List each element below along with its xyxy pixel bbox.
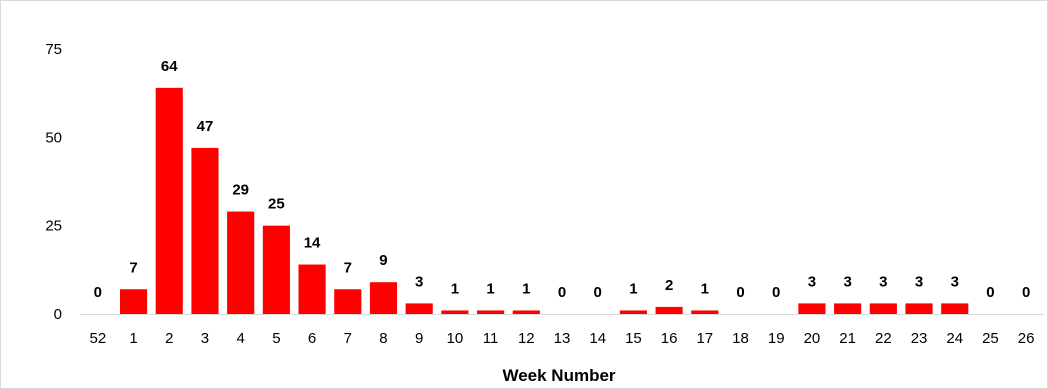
y-tick-label: 0 — [54, 306, 62, 323]
x-tick-label: 3 — [201, 330, 209, 347]
bar — [512, 310, 540, 314]
bar — [477, 310, 505, 314]
data-label: 25 — [268, 196, 285, 213]
y-axis-ticks: 0 25 50 75 — [45, 41, 62, 323]
data-label: 14 — [304, 235, 321, 252]
bar — [262, 225, 290, 314]
x-axis-title: Week Number — [502, 366, 615, 385]
bar — [334, 289, 362, 314]
data-label: 1 — [486, 280, 494, 297]
y-tick-label: 50 — [45, 129, 62, 146]
bar — [155, 87, 183, 314]
x-tick-label: 19 — [768, 330, 785, 347]
x-tick-label: 24 — [946, 330, 963, 347]
x-axis-ticks: 52 1 2 3 4 5 6 7 8 9 10 11 12 13 14 15 16 17 18 19 20 21 22 23 2… — [90, 330, 1035, 347]
x-tick-label: 6 — [308, 330, 316, 347]
y-tick-label: 75 — [45, 41, 62, 58]
x-tick-label: 12 — [518, 330, 535, 347]
bar — [298, 264, 326, 314]
data-label: 7 — [129, 259, 137, 276]
data-label: 1 — [701, 280, 709, 297]
x-tick-label: 22 — [875, 330, 892, 347]
x-tick-label: 23 — [911, 330, 928, 347]
x-tick-label: 10 — [447, 330, 464, 347]
x-tick-label: 52 — [90, 330, 107, 347]
x-tick-label: 8 — [379, 330, 387, 347]
data-label: 3 — [915, 273, 923, 290]
x-tick-label: 2 — [165, 330, 173, 347]
bar — [834, 303, 862, 314]
x-tick-label: 7 — [344, 330, 352, 347]
bar — [691, 310, 719, 314]
bar — [655, 306, 683, 314]
bar — [869, 303, 897, 314]
data-label: 3 — [843, 273, 851, 290]
data-label: 47 — [197, 118, 214, 135]
bar — [619, 310, 647, 314]
x-tick-label: 1 — [129, 330, 137, 347]
x-tick-label: 11 — [483, 330, 499, 347]
x-tick-label: 14 — [589, 330, 606, 347]
data-label: 3 — [951, 273, 959, 290]
bar — [941, 303, 969, 314]
data-label: 3 — [415, 273, 423, 290]
x-tick-label: 9 — [415, 330, 423, 347]
x-tick-label: 20 — [804, 330, 821, 347]
data-label: 0 — [772, 284, 780, 301]
x-tick-label: 13 — [554, 330, 571, 347]
data-label: 0 — [736, 284, 744, 301]
data-label: 64 — [161, 58, 178, 75]
data-label: 0 — [986, 284, 994, 301]
x-tick-label: 26 — [1018, 330, 1035, 347]
data-label: 1 — [451, 280, 459, 297]
data-label: 1 — [522, 280, 530, 297]
data-label: 9 — [379, 252, 387, 269]
bars-group — [119, 87, 969, 314]
bar — [227, 211, 255, 314]
bar — [441, 310, 469, 314]
y-tick-label: 25 — [45, 218, 62, 235]
data-label: 0 — [558, 284, 566, 301]
data-label: 0 — [94, 284, 102, 301]
bar — [905, 303, 933, 314]
bar — [119, 289, 148, 314]
x-tick-label: 5 — [272, 330, 280, 347]
data-label: 2 — [665, 277, 673, 294]
data-label: 0 — [1022, 284, 1030, 301]
x-tick-label: 25 — [982, 330, 999, 347]
bar — [798, 303, 826, 314]
data-label: 3 — [808, 273, 816, 290]
data-label: 1 — [629, 280, 637, 297]
data-label: 0 — [594, 284, 602, 301]
data-label: 3 — [879, 273, 887, 290]
data-labels-group: 0 7 64 47 29 25 14 7 9 3 1 1 1 0 0 1 2 1 0 0 3 3 3 3 3 0 0 — [94, 58, 1031, 301]
bar — [191, 147, 219, 314]
x-tick-label: 17 — [696, 330, 713, 347]
bar — [405, 303, 433, 314]
bar — [369, 282, 398, 314]
x-tick-label: 15 — [625, 330, 642, 347]
x-tick-label: 4 — [236, 330, 244, 347]
data-label: 7 — [344, 259, 352, 276]
x-tick-label: 21 — [839, 330, 856, 347]
data-label: 29 — [232, 182, 249, 199]
x-tick-label: 18 — [732, 330, 749, 347]
x-tick-label: 16 — [661, 330, 678, 347]
